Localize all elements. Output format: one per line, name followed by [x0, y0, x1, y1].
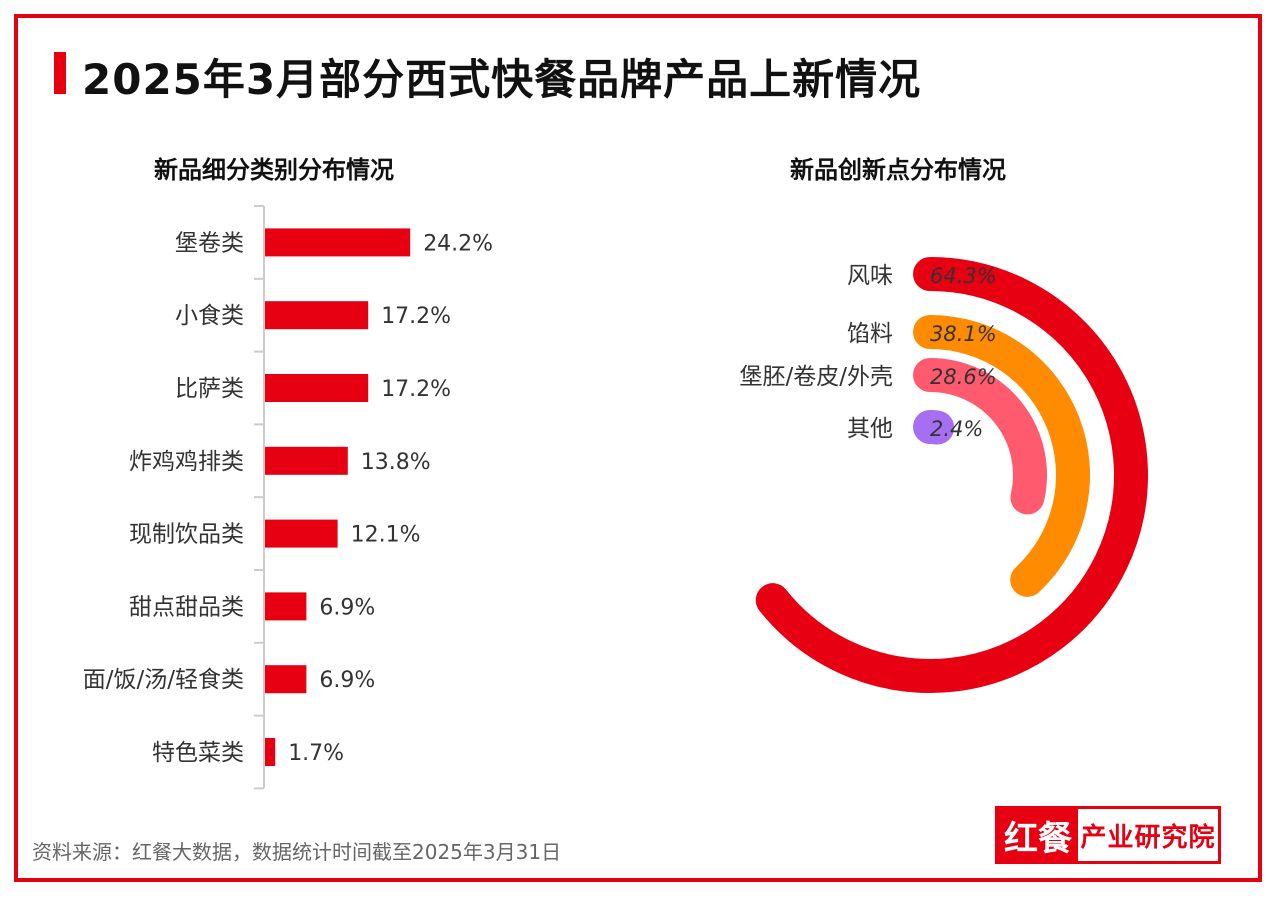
bar-value-label: 1.7%	[288, 741, 344, 766]
radial-value-label: 2.4%	[930, 417, 983, 441]
radial-bar-4	[913, 409, 955, 445]
brand-logo: 红餐 产业研究院	[995, 806, 1221, 864]
bar-value-label: 24.2%	[423, 231, 493, 256]
bar-category-label: 比萨类	[175, 376, 244, 402]
bar-8	[265, 738, 276, 766]
bar-category-label: 现制饮品类	[129, 522, 244, 548]
radial-bar-3	[913, 358, 1047, 515]
bar-value-label: 13.8%	[361, 450, 431, 475]
radial-value-label: 64.3%	[930, 264, 997, 288]
bar-chart-title: 新品细分类别分布情况	[154, 156, 394, 184]
bar-value-label: 6.9%	[319, 668, 375, 693]
bar-category-label: 特色菜类	[152, 740, 244, 766]
radial-bar-1	[755, 257, 1148, 693]
source-note: 资料来源：红餐大数据，数据统计时间截至2025年3月31日	[32, 840, 562, 864]
chart-frame	[14, 14, 1262, 882]
radial-bar-2	[913, 315, 1090, 597]
bar-value-label: 17.2%	[381, 377, 451, 402]
bar-category-label: 炸鸡鸡排类	[129, 449, 244, 475]
bar-value-label: 12.1%	[351, 523, 421, 548]
radial-category-label: 堡胚/卷皮/外壳	[740, 364, 894, 390]
radial-value-label: 38.1%	[930, 322, 997, 346]
bar-5	[265, 519, 338, 548]
radial-category-label: 馅料	[847, 321, 893, 347]
bar-category-label: 小食类	[175, 303, 244, 329]
bar-category-label: 甜点甜品类	[129, 594, 244, 620]
bar-category-label: 面/饭/汤/轻食类	[83, 667, 244, 693]
bar-7	[265, 665, 307, 694]
logo-red-part: 红餐	[998, 809, 1078, 861]
radial-category-label: 其他	[847, 416, 893, 442]
page-title: 2025年3月部分西式快餐品牌产品上新情况	[82, 55, 922, 104]
radial-value-label: 28.6%	[930, 365, 997, 389]
bar-1	[265, 228, 411, 257]
radial-category-label: 风味	[847, 263, 893, 289]
bar-value-label: 17.2%	[381, 304, 451, 329]
bar-6	[265, 592, 307, 621]
bar-4	[265, 446, 348, 475]
bar-value-label: 6.9%	[319, 595, 375, 620]
bar-2	[265, 301, 369, 330]
radial-chart-title: 新品创新点分布情况	[790, 156, 1006, 184]
bar-category-label: 堡卷类	[175, 230, 244, 256]
title-accent-bar	[54, 52, 66, 94]
bar-3	[265, 374, 369, 402]
logo-text-part: 产业研究院	[1080, 822, 1216, 853]
